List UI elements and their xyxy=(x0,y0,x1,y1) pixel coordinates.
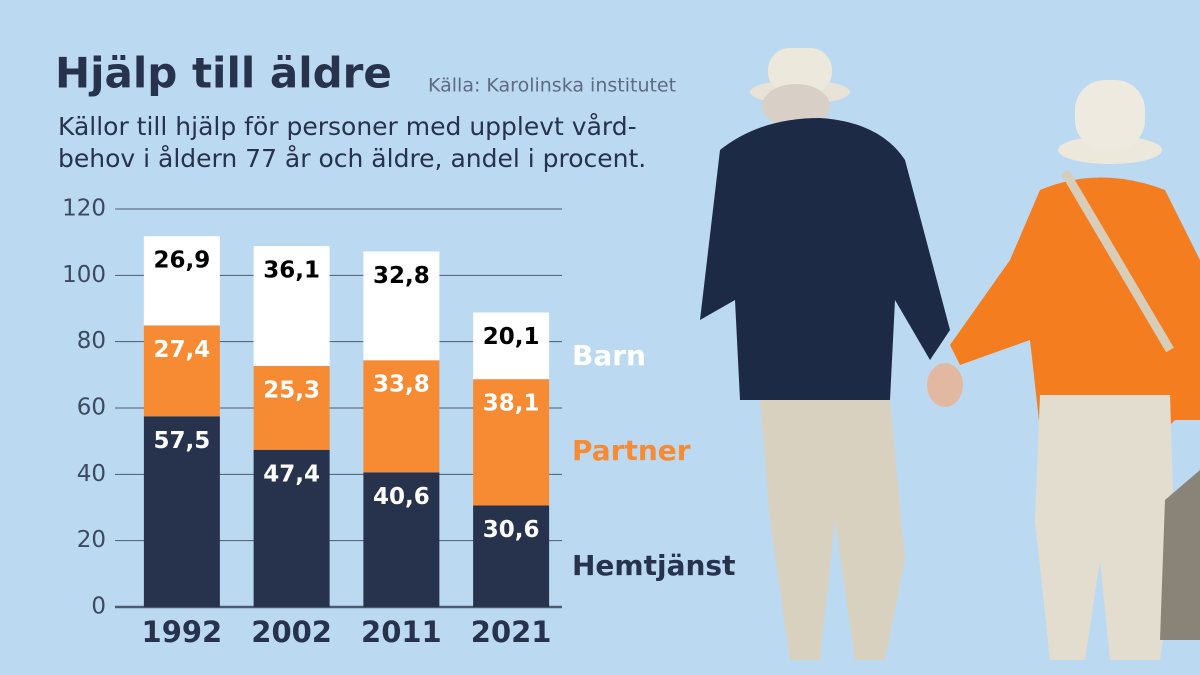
x-tick-label: 2002 xyxy=(251,615,332,649)
data-label: 57,5 xyxy=(154,428,211,454)
source: Källa: Karolinska institutet xyxy=(428,75,676,97)
photo xyxy=(700,48,1200,660)
y-tick-label: 120 xyxy=(62,196,106,222)
x-tick-label: 1992 xyxy=(142,615,223,649)
y-tick-label: 60 xyxy=(77,395,106,421)
data-label: 27,4 xyxy=(154,337,211,363)
bar-segment xyxy=(363,472,440,607)
y-tick-label: 40 xyxy=(77,461,106,487)
bar-segment xyxy=(253,246,330,366)
data-label: 20,1 xyxy=(483,324,540,350)
data-label: 47,4 xyxy=(263,461,320,487)
data-label: 40,6 xyxy=(373,484,430,510)
data-label: 30,6 xyxy=(483,517,540,543)
legend-label: Barn xyxy=(572,339,646,372)
data-label: 32,8 xyxy=(373,263,430,289)
bar-segment xyxy=(253,449,330,607)
bar-segment xyxy=(363,360,440,473)
subtitle: Källor till hjälp för personer med upple… xyxy=(58,112,637,141)
data-label: 25,3 xyxy=(263,377,320,403)
bar-segment xyxy=(253,365,330,450)
y-tick-label: 0 xyxy=(91,594,106,620)
x-tick-label: 2021 xyxy=(471,615,552,649)
subtitle: behov i åldern 77 år och äldre, andel i … xyxy=(58,144,646,173)
legend-label: Partner xyxy=(572,434,691,467)
chart-title: Hjälp till äldre xyxy=(55,49,392,98)
legend-label: Hemtjänst xyxy=(572,549,735,582)
bar-segment xyxy=(143,325,220,417)
data-label: 26,9 xyxy=(154,248,211,274)
bar-segment xyxy=(473,379,550,506)
data-label: 33,8 xyxy=(373,372,430,398)
x-tick-label: 2011 xyxy=(361,615,442,649)
y-tick-label: 100 xyxy=(62,262,106,288)
bar-segment xyxy=(143,416,220,607)
bar-segment xyxy=(143,236,220,326)
data-label: 38,1 xyxy=(483,391,540,417)
y-tick-label: 80 xyxy=(77,328,106,354)
y-tick-label: 20 xyxy=(77,527,106,553)
bar-segment xyxy=(473,312,550,380)
bar-segment xyxy=(473,505,550,607)
data-label: 36,1 xyxy=(263,258,320,284)
bar-segment xyxy=(363,251,440,361)
